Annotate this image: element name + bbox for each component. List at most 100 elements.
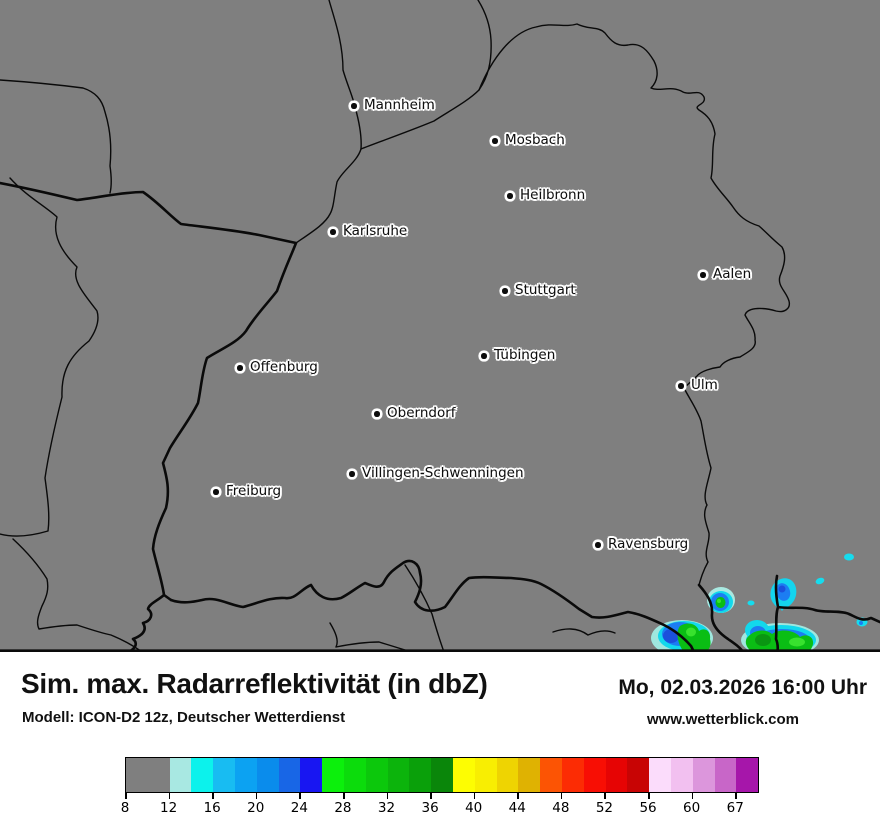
colorbar-segment bbox=[343, 758, 366, 792]
colorbar-segment bbox=[234, 758, 257, 792]
colorbar-tick bbox=[342, 793, 345, 799]
colorbar bbox=[125, 757, 759, 793]
city-dot-icon bbox=[507, 193, 513, 199]
city-dot-icon bbox=[678, 383, 684, 389]
city-dot-icon bbox=[213, 489, 219, 495]
datetime: Mo, 02.03.2026 16:00 Uhr bbox=[618, 676, 867, 699]
colorbar-tick-label: 48 bbox=[552, 800, 570, 816]
colorbar-tick bbox=[691, 793, 694, 799]
city-label: Oberndorf bbox=[387, 405, 456, 421]
city-label: Ravensburg bbox=[608, 536, 689, 552]
colorbar-segment bbox=[583, 758, 606, 792]
colorbar-tick bbox=[430, 793, 432, 799]
city-dot-icon bbox=[351, 103, 357, 109]
city-label: Freiburg bbox=[226, 483, 282, 499]
city-dot-icon bbox=[492, 138, 498, 144]
colorbar-segment bbox=[561, 758, 584, 792]
website-url: www.wetterblick.com bbox=[647, 711, 799, 728]
colorbar-segment bbox=[213, 758, 235, 792]
city-label: Stuttgart bbox=[515, 282, 576, 298]
border-hessen-east bbox=[360, 0, 492, 150]
colorbar-tick-label: 56 bbox=[639, 800, 657, 816]
city-label: Tübingen bbox=[494, 347, 556, 363]
city-dot-icon bbox=[700, 272, 706, 278]
colorbar-tick-label: 16 bbox=[203, 800, 221, 816]
colorbar-tick bbox=[212, 793, 214, 799]
colorbar-tick bbox=[517, 793, 519, 799]
colorbar-tick-label: 36 bbox=[421, 800, 439, 816]
colorbar-tick bbox=[560, 793, 563, 799]
colorbar-segment bbox=[474, 758, 497, 792]
border-palatinate bbox=[0, 79, 112, 194]
colorbar-tick-label: 12 bbox=[159, 800, 178, 816]
border-france-north-rhine bbox=[0, 181, 298, 602]
colorbar-segment bbox=[126, 758, 170, 792]
city-dot-icon bbox=[481, 353, 487, 359]
colorbar-tick-label: 60 bbox=[683, 800, 701, 816]
colorbar-segment bbox=[300, 758, 323, 792]
colorbar-tick bbox=[125, 793, 127, 799]
colorbar-tick-label: 52 bbox=[595, 800, 614, 816]
colorbar-segment bbox=[431, 758, 453, 792]
city-label: Mosbach bbox=[505, 132, 565, 148]
border-bavaria bbox=[478, 23, 791, 586]
border-hochrhein bbox=[169, 559, 696, 652]
colorbar-tick bbox=[735, 793, 737, 799]
colorbar-segment bbox=[714, 758, 737, 792]
model-info: Modell: ICON-D2 12z, Deutscher Wetterdie… bbox=[22, 709, 346, 726]
border-swiss-c bbox=[552, 628, 616, 636]
radar-echo-specks bbox=[747, 553, 868, 627]
colorbar-segment bbox=[736, 758, 759, 792]
city-dot-icon bbox=[595, 542, 601, 548]
border-alsace-b bbox=[12, 538, 143, 652]
colorbar-segment bbox=[649, 758, 671, 792]
colorbar-tick-label: 8 bbox=[120, 800, 130, 816]
border-swiss-a bbox=[404, 564, 445, 652]
colorbar-segment bbox=[605, 758, 628, 792]
colorbar-tick-label: 20 bbox=[247, 800, 265, 816]
border-alsace-a bbox=[0, 177, 99, 537]
city-label: Aalen bbox=[713, 266, 752, 282]
colorbar-segment bbox=[322, 758, 344, 792]
city-dot-icon bbox=[502, 288, 508, 294]
colorbar-tick bbox=[386, 793, 389, 799]
colorbar-tick bbox=[648, 793, 650, 799]
radar-echo-cluster-small bbox=[707, 587, 735, 613]
colorbar-segment bbox=[670, 758, 693, 792]
city-label: Villingen-Schwenningen bbox=[362, 465, 524, 481]
colorbar-segment bbox=[540, 758, 562, 792]
colorbar-segment bbox=[692, 758, 715, 792]
city-dot-icon bbox=[349, 471, 355, 477]
colorbar-tick bbox=[168, 793, 171, 799]
city-label: Heilbronn bbox=[520, 187, 586, 203]
colorbar-tick bbox=[604, 793, 607, 799]
border-swiss-b bbox=[329, 622, 412, 652]
colorbar-segment bbox=[627, 758, 650, 792]
colorbar-tick-label: 32 bbox=[377, 800, 396, 816]
colorbar-tick bbox=[473, 793, 476, 799]
city-label: Mannheim bbox=[364, 97, 435, 113]
radar-map: Mannheim Mosbach Heilbronn Karlsruhe Aalen St… bbox=[0, 0, 880, 652]
colorbar-segment bbox=[256, 758, 279, 792]
colorbar-segment bbox=[278, 758, 301, 792]
map-graphic bbox=[0, 0, 880, 652]
colorbar-tick-label: 44 bbox=[508, 800, 526, 816]
city-label: Karlsruhe bbox=[343, 223, 408, 239]
city-label: Offenburg bbox=[250, 359, 318, 375]
colorbar-segment bbox=[365, 758, 388, 792]
radar-echo-cluster-north bbox=[770, 578, 797, 611]
colorbar-segment bbox=[452, 758, 475, 792]
colorbar-tick bbox=[299, 793, 301, 799]
map-title: Sim. max. Radarreflektivität (in dbZ) bbox=[21, 668, 488, 699]
colorbar-tick bbox=[255, 793, 258, 799]
colorbar-segment bbox=[409, 758, 432, 792]
colorbar-segment bbox=[191, 758, 214, 792]
city-dot-icon bbox=[374, 411, 380, 417]
colorbar-segment bbox=[518, 758, 541, 792]
colorbar-tick-label: 28 bbox=[334, 800, 352, 816]
colorbar-segment bbox=[387, 758, 410, 792]
colorbar-tick-label: 67 bbox=[726, 800, 744, 816]
border-basel bbox=[127, 593, 166, 652]
border-allgaeu-join bbox=[697, 583, 745, 652]
